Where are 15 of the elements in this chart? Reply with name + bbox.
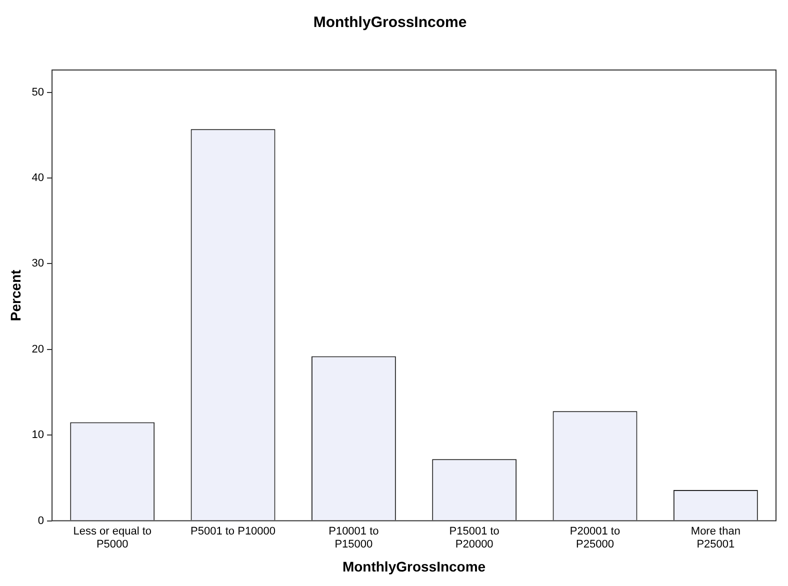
x-axis-title: MonthlyGrossIncome [342, 558, 486, 574]
y-tick-label: 10 [32, 429, 44, 442]
x-tick-label: P5001 to P10000 [190, 525, 276, 538]
chart-title: MonthlyGrossIncome [313, 14, 467, 32]
y-axis-title: Percent [7, 269, 24, 322]
x-tick-label: Less or equal to P5000 [73, 525, 152, 551]
y-tick-label: 50 [32, 86, 44, 98]
y-tick-label: 20 [32, 343, 44, 356]
x-tick-label: P15001 to P20000 [449, 525, 500, 551]
y-tick-label: 40 [32, 172, 44, 184]
x-tick-label: More than P25001 [690, 525, 740, 551]
x-tick-label: P10001 to P15000 [328, 525, 379, 551]
y-tick-label: 0 [38, 514, 44, 527]
x-tick-label: P20001 to P25000 [570, 525, 620, 551]
y-tick-label: 30 [32, 258, 44, 270]
